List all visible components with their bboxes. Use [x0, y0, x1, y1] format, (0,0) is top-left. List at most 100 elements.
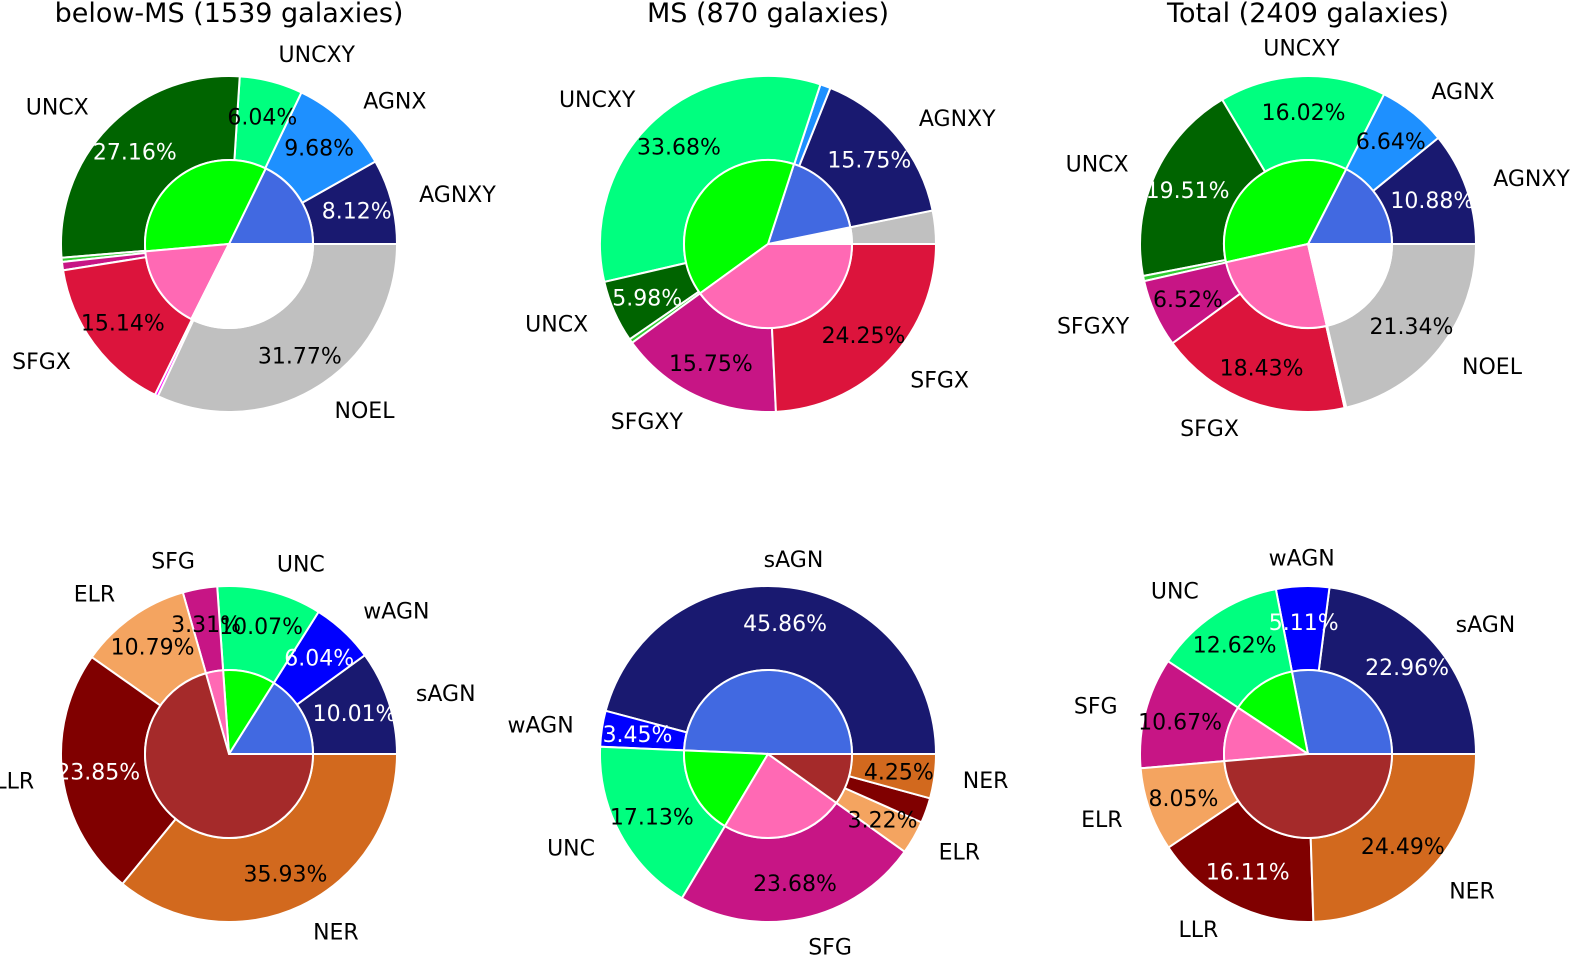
percent-label: 27.16%: [93, 140, 177, 165]
inner-wedge: [1223, 159, 1348, 264]
inner-wedge: [766, 162, 852, 246]
category-label: sAGN: [1456, 613, 1516, 638]
category-label: UNCXY: [559, 88, 636, 113]
inner-wedge: [144, 671, 315, 839]
percent-label: 6.04%: [284, 647, 354, 672]
inner-wedge: [723, 752, 838, 839]
category-label: NER: [1449, 880, 1495, 905]
category-label: UNCX: [1066, 153, 1129, 178]
chart-title: Total (2409 galaxies): [1166, 0, 1449, 29]
percent-label: 16.11%: [1206, 860, 1290, 885]
percent-label: 16.02%: [1262, 101, 1346, 126]
category-label: NER: [963, 769, 1009, 794]
percent-label: 23.85%: [56, 761, 140, 786]
percent-label: 8.05%: [1149, 787, 1219, 812]
pie-chart-2: MS (870 galaxies) 15.75% AGNXY 33.68%UNCXY 5…: [525, 0, 996, 435]
percent-label: 23.68%: [753, 872, 837, 897]
category-label: AGNXY: [919, 107, 996, 132]
category-label: sAGN: [764, 548, 824, 573]
category-label: UNC: [277, 552, 325, 577]
category-label: SFG: [151, 549, 195, 574]
inner-wedge: [227, 681, 315, 755]
category-label: ELR: [74, 583, 115, 608]
percent-label: 19.51%: [1146, 179, 1230, 204]
percent-label: 10.07%: [219, 615, 303, 640]
category-label: AGNXY: [1493, 167, 1570, 192]
category-label: SFGXY: [1057, 315, 1130, 340]
category-label: UNC: [1151, 580, 1199, 605]
percent-label: 17.13%: [610, 806, 694, 831]
percent-label: 10.01%: [313, 702, 397, 727]
category-label: NER: [313, 921, 359, 946]
inner-wedge: [764, 753, 854, 805]
percent-label: 33.68%: [637, 136, 721, 161]
percent-label: 12.62%: [1193, 633, 1277, 658]
category-label: NOEL: [1462, 355, 1523, 380]
percent-label: 15.14%: [81, 311, 165, 336]
pie-chart-1: below-MS (1539 galaxies) 8.12% AGNXY 9.68% A…: [12, 0, 496, 424]
category-label: wAGN: [508, 713, 574, 738]
category-label: AGNX: [1431, 80, 1494, 105]
inner-wedge: [1290, 669, 1394, 755]
category-label: SFG: [1074, 694, 1118, 719]
pie-chart-6: 22.96% sAGN 5.11% wAGN 12.62% UNC 10.67% SFG 8.0…: [1074, 547, 1515, 943]
percent-label: 22.96%: [1365, 656, 1449, 681]
percent-label: 31.77%: [258, 344, 342, 369]
category-label: sAGN: [416, 682, 476, 707]
percent-label: 24.49%: [1361, 835, 1445, 860]
category-label: UNCXY: [1263, 37, 1340, 62]
inner-wedge: [144, 159, 268, 253]
percent-label: 5.11%: [1269, 611, 1339, 636]
category-label: UNC: [547, 836, 595, 861]
percent-label: 35.93%: [244, 862, 328, 887]
percent-label: 3.31%: [171, 613, 241, 638]
percent-label: 4.25%: [864, 761, 934, 786]
inner-wedge: [227, 167, 315, 245]
category-label: AGNX: [363, 89, 426, 114]
category-label: wAGN: [363, 599, 429, 624]
category-label: ELR: [939, 841, 980, 866]
inner-wedge: [683, 749, 770, 828]
percent-label: 10.67%: [1138, 710, 1222, 735]
category-label: UNCX: [26, 95, 89, 120]
category-label: SFGX: [12, 350, 71, 375]
pie-chart-3: Total (2409 galaxies) 10.88% AGNXY 6.64%AGN…: [1057, 0, 1570, 442]
inner-wedge: [1224, 242, 1329, 329]
category-label: LLR: [0, 769, 34, 794]
inner-wedge: [683, 159, 796, 295]
pie-chart-5: 45.86% sAGN 3.45% wAGN 17.13% UNC 23.68% SFG 3.2…: [508, 548, 1009, 960]
percent-label: 6.04%: [227, 105, 297, 130]
category-label: SFGXY: [611, 410, 684, 435]
category-label: ELR: [1081, 808, 1122, 833]
chart-title: below-MS (1539 galaxies): [55, 0, 404, 29]
category-label: SFGX: [1180, 417, 1239, 442]
percent-label: 10.79%: [111, 635, 195, 660]
category-label: UNCXY: [279, 43, 356, 68]
percent-label: 9.68%: [284, 137, 354, 162]
inner-wedge: [1306, 167, 1394, 245]
pie-chart-4: 10.01% sAGN 6.04% wAGN 10.07% UNC 3.31% SFG 10.7…: [0, 549, 476, 945]
category-label: SFGX: [910, 369, 969, 394]
percent-label: 3.22%: [848, 809, 918, 834]
inner-wedge: [1306, 243, 1394, 328]
percent-label: 6.52%: [1153, 288, 1223, 313]
percent-label: 45.86%: [743, 612, 827, 637]
percent-label: 10.88%: [1390, 189, 1474, 214]
inner-wedge: [1223, 753, 1394, 839]
percent-label: 18.43%: [1220, 357, 1304, 382]
category-label: NOEL: [335, 399, 396, 424]
percent-label: 15.75%: [669, 352, 753, 377]
inner-wedge: [144, 242, 231, 321]
chart-title: MS (870 galaxies): [647, 0, 889, 29]
percent-label: 3.45%: [603, 723, 673, 748]
percent-label: 21.34%: [1369, 315, 1453, 340]
category-label: AGNXY: [419, 183, 496, 208]
inner-wedge: [1236, 670, 1310, 757]
category-label: UNCX: [525, 312, 588, 337]
percent-label: 15.75%: [827, 148, 911, 173]
category-label: wAGN: [1269, 547, 1335, 572]
percent-label: 5.98%: [612, 286, 682, 311]
percent-label: 6.64%: [1356, 130, 1426, 155]
category-label: LLR: [1178, 918, 1218, 943]
